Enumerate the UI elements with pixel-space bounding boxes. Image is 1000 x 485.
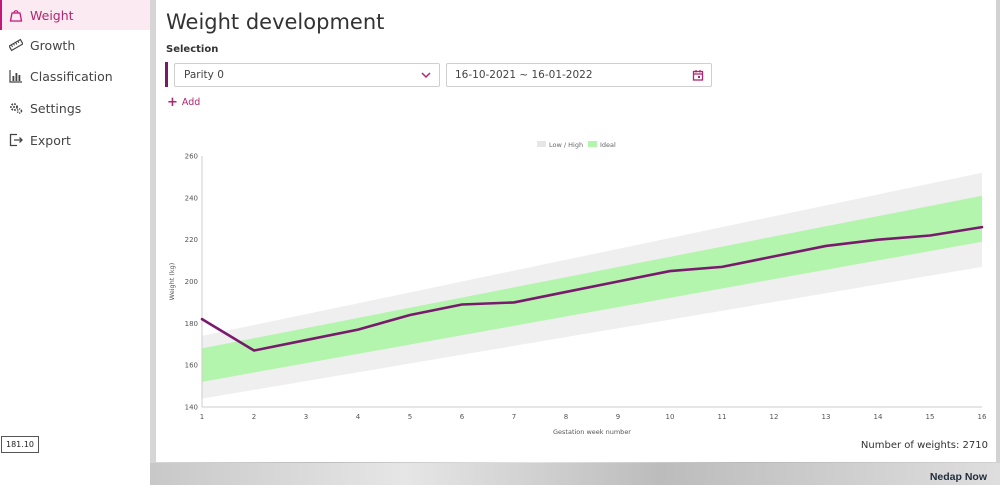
add-selection-button[interactable]: + Add [167,94,201,110]
ideal-band [202,195,982,382]
sidebar-item-label: Growth [30,37,76,53]
date-range-input[interactable]: 16-10-2021 ~ 16-01-2022 [446,63,712,87]
y-tick-label: 140 [185,404,198,412]
legend-label-low-high: Low / High [549,141,583,149]
plus-icon: + [167,94,178,110]
content-card: Weight development Selection Parity 0 16… [156,0,996,462]
date-range-value: 16-10-2021 ~ 16-01-2022 [455,69,593,81]
x-tick-label: 15 [926,413,935,421]
x-tick-label: 12 [770,413,779,421]
sidebar-item-classification[interactable]: Classification [0,61,150,91]
bar-chart-icon [9,69,23,83]
selection-color-marker [165,62,168,87]
sidebar-item-settings[interactable]: Settings [0,93,150,123]
page-title: Weight development [166,10,385,34]
export-icon [9,133,23,147]
legend-label-ideal: Ideal [600,141,616,149]
x-tick-label: 11 [718,413,727,421]
footer-bar [150,463,1000,485]
sidebar-item-label: Export [30,132,71,148]
y-tick-label: 200 [185,278,198,286]
legend-swatch-ideal [588,141,597,147]
x-tick-label: 8 [564,413,568,421]
chevron-down-icon [421,72,431,79]
sidebar-item-growth[interactable]: Growth [0,30,150,60]
x-tick-label: 13 [822,413,831,421]
x-tick-label: 6 [460,413,465,421]
parity-select[interactable]: Parity 0 [174,63,440,87]
calendar-icon[interactable] [692,69,704,81]
sidebar-item-label: Settings [30,100,82,116]
x-tick-label: 7 [512,413,516,421]
weight-series-line [200,225,984,352]
x-tick-label: 14 [874,413,883,421]
sidebar-item-weight[interactable]: Weight [0,0,150,30]
x-tick-label: 4 [356,413,361,421]
y-tick-label: 160 [185,362,198,370]
gears-icon [9,101,23,115]
version-badge: 181.10 [1,436,39,453]
x-tick-label: 16 [978,413,987,421]
weight-icon [9,8,23,22]
y-tick-label: 180 [185,320,198,328]
add-selection-label: Add [181,97,201,108]
sidebar-item-export[interactable]: Export [0,125,150,155]
y-tick-label: 220 [185,236,198,244]
legend-swatch-low-high [537,141,546,147]
sidebar: Weight Growth Classification Settings Ex… [0,0,150,485]
x-tick-label: 9 [616,413,620,421]
selection-label: Selection [166,44,219,55]
sidebar-item-label: Classification [30,68,113,84]
ruler-icon [9,38,23,52]
x-axis-label: Gestation week number [553,428,631,436]
x-tick-label: 2 [252,413,256,421]
brand-logo: Nedap Now [929,471,987,483]
x-tick-label: 3 [304,413,308,421]
y-tick-label: 260 [185,153,198,161]
x-tick-label: 10 [666,413,675,421]
weights-count: Number of weights: 2710 [860,440,988,451]
parity-select-value: Parity 0 [184,69,224,81]
sidebar-item-label: Weight [30,7,74,23]
x-tick-label: 5 [408,413,412,421]
x-tick-label: 1 [200,413,204,421]
y-axis-label: Weight (kg) [168,263,176,301]
y-tick-label: 240 [185,194,198,202]
